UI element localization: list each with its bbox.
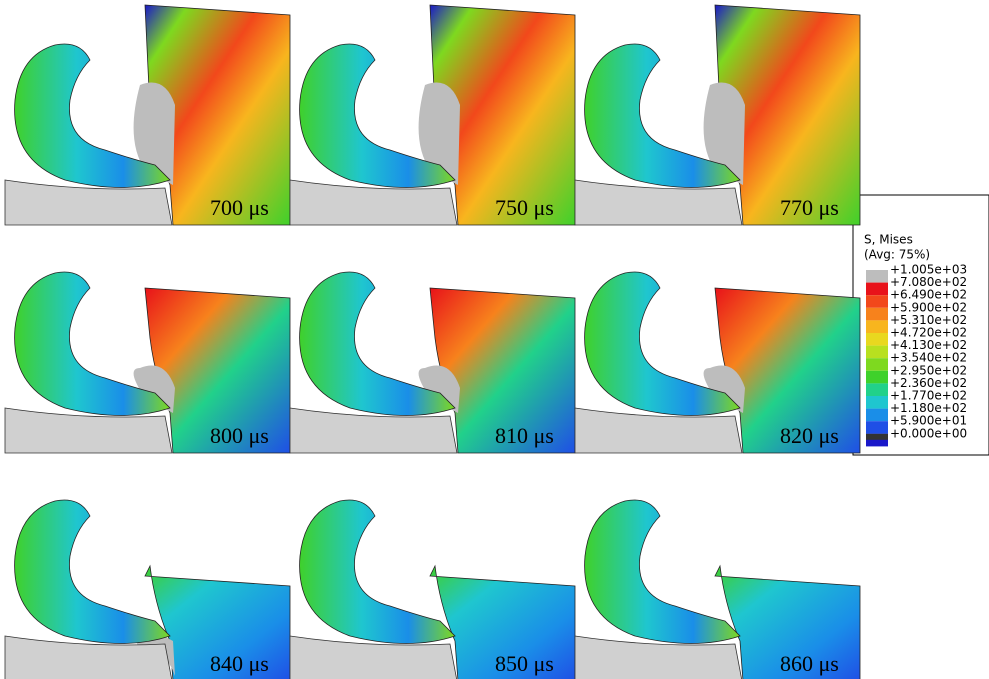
figure: 700 μs 750 μs 770 μs 800 μs 810 μs 820 μs 840 …: [0, 0, 989, 679]
legend-band: [866, 409, 888, 422]
time-label: 810 μs: [495, 423, 554, 448]
legend-band: [866, 333, 888, 346]
panel: 820 μs: [575, 272, 860, 453]
tool: [290, 408, 457, 453]
panel: 750 μs: [290, 5, 575, 225]
tool: [290, 636, 457, 679]
legend-band: [866, 421, 888, 434]
panel: 850 μs: [290, 500, 575, 679]
panel: 860 μs: [575, 500, 860, 679]
tool: [575, 180, 742, 225]
panel: 800 μs: [5, 272, 290, 453]
tool: [575, 408, 742, 453]
time-label: 800 μs: [210, 423, 269, 448]
legend-band: [866, 320, 888, 333]
legend-band: [866, 358, 888, 371]
time-label: 840 μs: [210, 651, 269, 676]
tool: [5, 408, 172, 453]
panel: 700 μs: [5, 5, 290, 225]
legend-band-bottom: [866, 434, 888, 440]
tool: [290, 180, 457, 225]
panel: 840 μs: [5, 500, 290, 679]
legend-band: [866, 270, 888, 283]
legend-band: [866, 346, 888, 359]
time-label: 770 μs: [780, 195, 839, 220]
time-label: 820 μs: [780, 423, 839, 448]
figure-svg: 700 μs 750 μs 770 μs 800 μs 810 μs 820 μs 840 …: [0, 0, 989, 679]
time-label: 860 μs: [780, 651, 839, 676]
legend-band: [866, 283, 888, 296]
legend-title: S, Mises: [864, 233, 913, 247]
legend-band: [866, 295, 888, 308]
legend-subtitle: (Avg: 75%): [864, 248, 930, 262]
panel: 810 μs: [290, 272, 575, 453]
legend-band: [866, 308, 888, 321]
tool: [575, 636, 742, 679]
tool: [5, 180, 172, 225]
legend-band: [866, 396, 888, 409]
time-label: 850 μs: [495, 651, 554, 676]
time-label: 750 μs: [495, 195, 554, 220]
panel: 770 μs: [575, 5, 860, 225]
legend-level: +0.000e+00: [890, 426, 967, 440]
legend-band: [866, 383, 888, 396]
time-label: 700 μs: [210, 195, 269, 220]
legend-band: [866, 371, 888, 384]
